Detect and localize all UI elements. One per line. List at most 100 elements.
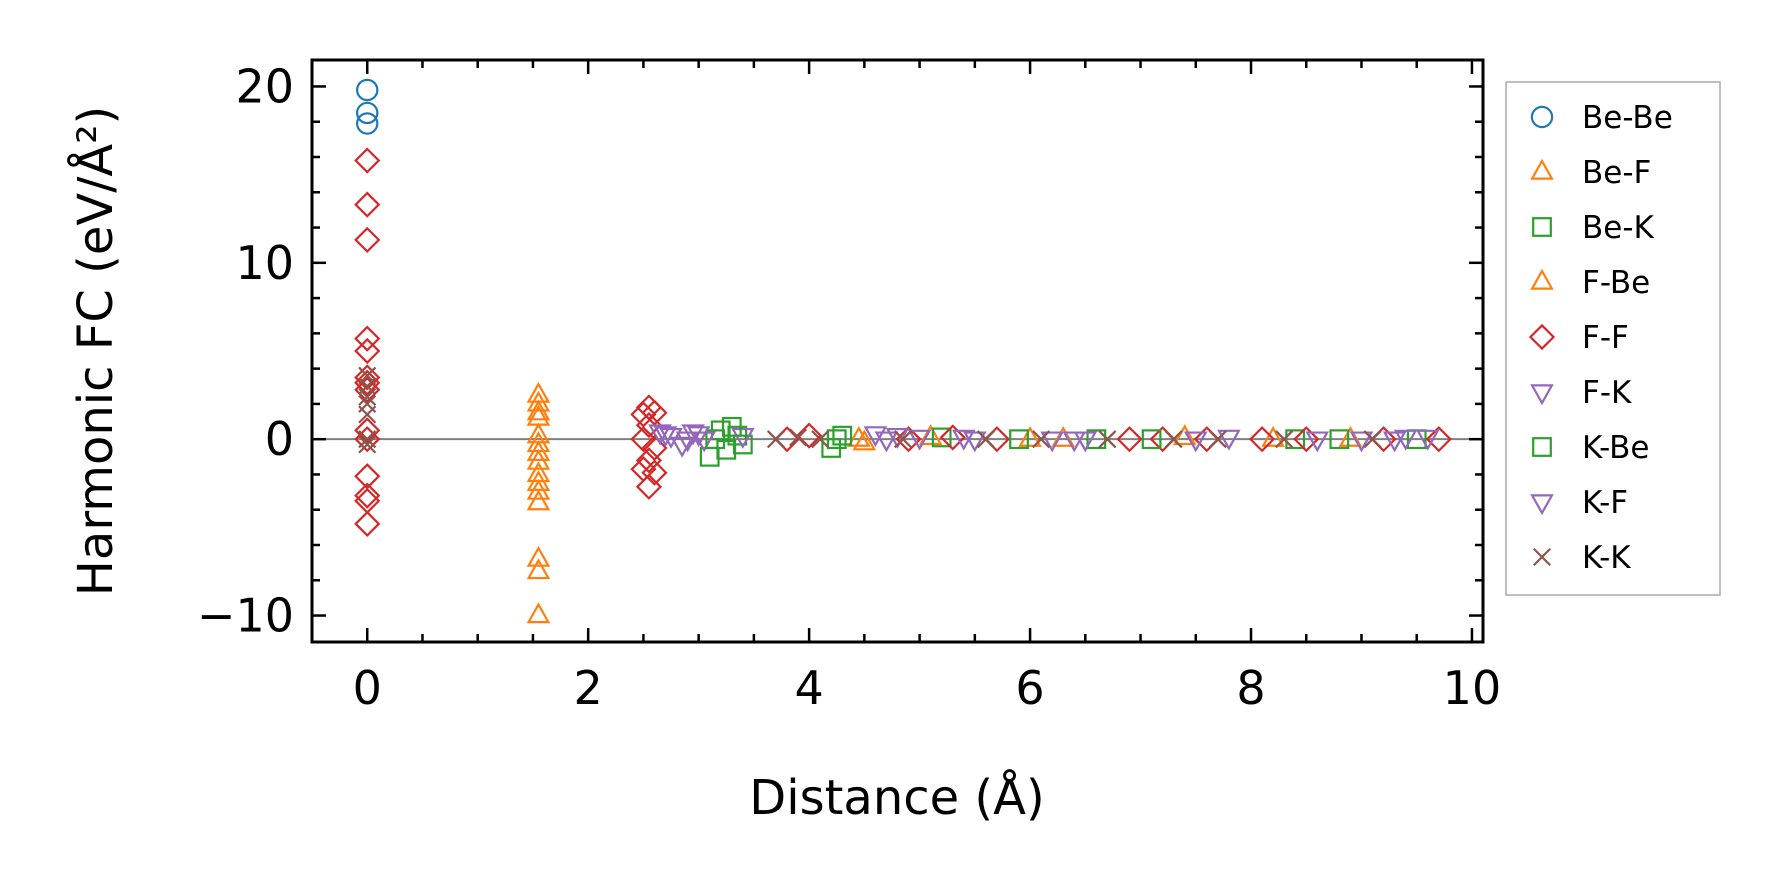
data-point [526,399,551,421]
data-point [635,473,663,500]
data-point [641,399,668,426]
data-point [358,405,377,424]
data-point [1009,429,1029,450]
legend-label: F-Be [1582,265,1650,301]
data-point [354,482,381,509]
data-point [526,545,551,567]
legend-item: K-F [1530,485,1628,521]
legend-marker [1530,384,1554,406]
data-point [358,435,377,454]
data-point [832,425,853,446]
legend-item: Be-F [1530,155,1651,191]
data-point [354,426,381,453]
legend-label: Be-K [1582,210,1655,246]
series-k-f [653,426,1407,453]
data-point [939,424,966,451]
data-point [630,426,657,453]
data-point [1338,425,1363,447]
data-point [1040,431,1064,453]
data-point [863,426,888,448]
data-point [1208,430,1227,449]
legend-label: K-Be [1582,430,1650,466]
data-point [1285,429,1306,450]
legend-item: K-K [1532,540,1631,576]
legend-item: Be-Be [1530,100,1673,136]
data-point [1217,429,1241,451]
series-be-f [526,381,1363,624]
series-be-be [356,78,379,135]
legend-marker [1532,547,1552,567]
data-point [1248,426,1276,453]
data-point [1382,431,1407,453]
y-axis-label: Harmonic FC (eV/Å²) [67,106,124,596]
data-point [931,427,952,448]
data-point [1415,429,1440,451]
legend-label: F-K [1582,375,1632,411]
data-point [963,431,987,453]
x-tick-label: 0 [353,661,382,715]
data-point [526,489,551,511]
data-point [1141,429,1162,450]
data-point [731,427,755,449]
data-point [811,430,830,449]
data-point [893,430,913,449]
data-point [1349,431,1374,453]
data-point [1363,430,1382,449]
data-point [356,78,379,102]
data-point [1275,430,1294,449]
y-tick-label: 10 [235,236,294,290]
data-point [1116,426,1143,453]
data-point [635,411,663,439]
x-tick-label: 2 [574,661,603,715]
data-point [354,510,381,537]
data-point [1086,429,1107,450]
data-point [354,364,381,391]
data-point [681,424,705,446]
legend-marker [1530,158,1554,180]
series-k-k [358,366,1382,454]
data-point [1183,431,1208,453]
legend-marker [1530,105,1554,129]
data-point [1261,425,1285,447]
legend-item: F-Be [1530,265,1650,301]
data-point [653,426,678,448]
data-point [526,478,551,500]
data-point [686,426,711,448]
data-point [1062,431,1087,453]
legend-label: K-K [1582,540,1631,576]
x-tick-label: 8 [1236,661,1265,715]
data-point [1018,425,1042,447]
data-point [1425,426,1452,453]
data-point [895,426,922,453]
legend-item: F-F [1528,320,1629,356]
data-point [641,434,668,462]
data-point [796,422,823,449]
legend-marker [1528,323,1556,351]
data-point [1032,430,1051,449]
axis-ticks: 0 2 4 6 8 10 −10 0 10 20 [197,59,1501,715]
legend-marker [1530,268,1554,290]
data-point [358,387,377,406]
data-point [635,447,663,474]
data-point [526,602,551,624]
data-point [952,429,976,451]
legend-marker [1532,437,1552,457]
legend-label: F-F [1582,320,1629,356]
legend-label: K-F [1582,485,1628,521]
data-point [675,431,700,453]
data-point [826,429,847,450]
data-point [1305,431,1330,453]
data-point [354,376,381,403]
legend-item: Be-K [1532,210,1655,246]
data-point [526,390,551,412]
data-point [847,425,871,447]
data-point [721,416,742,437]
data-point [354,417,381,444]
data-point [918,424,943,446]
data-point [526,440,551,461]
x-tick-label: 4 [794,661,823,715]
data-point [1293,426,1320,453]
data-point [907,429,932,451]
data-point [354,337,381,365]
